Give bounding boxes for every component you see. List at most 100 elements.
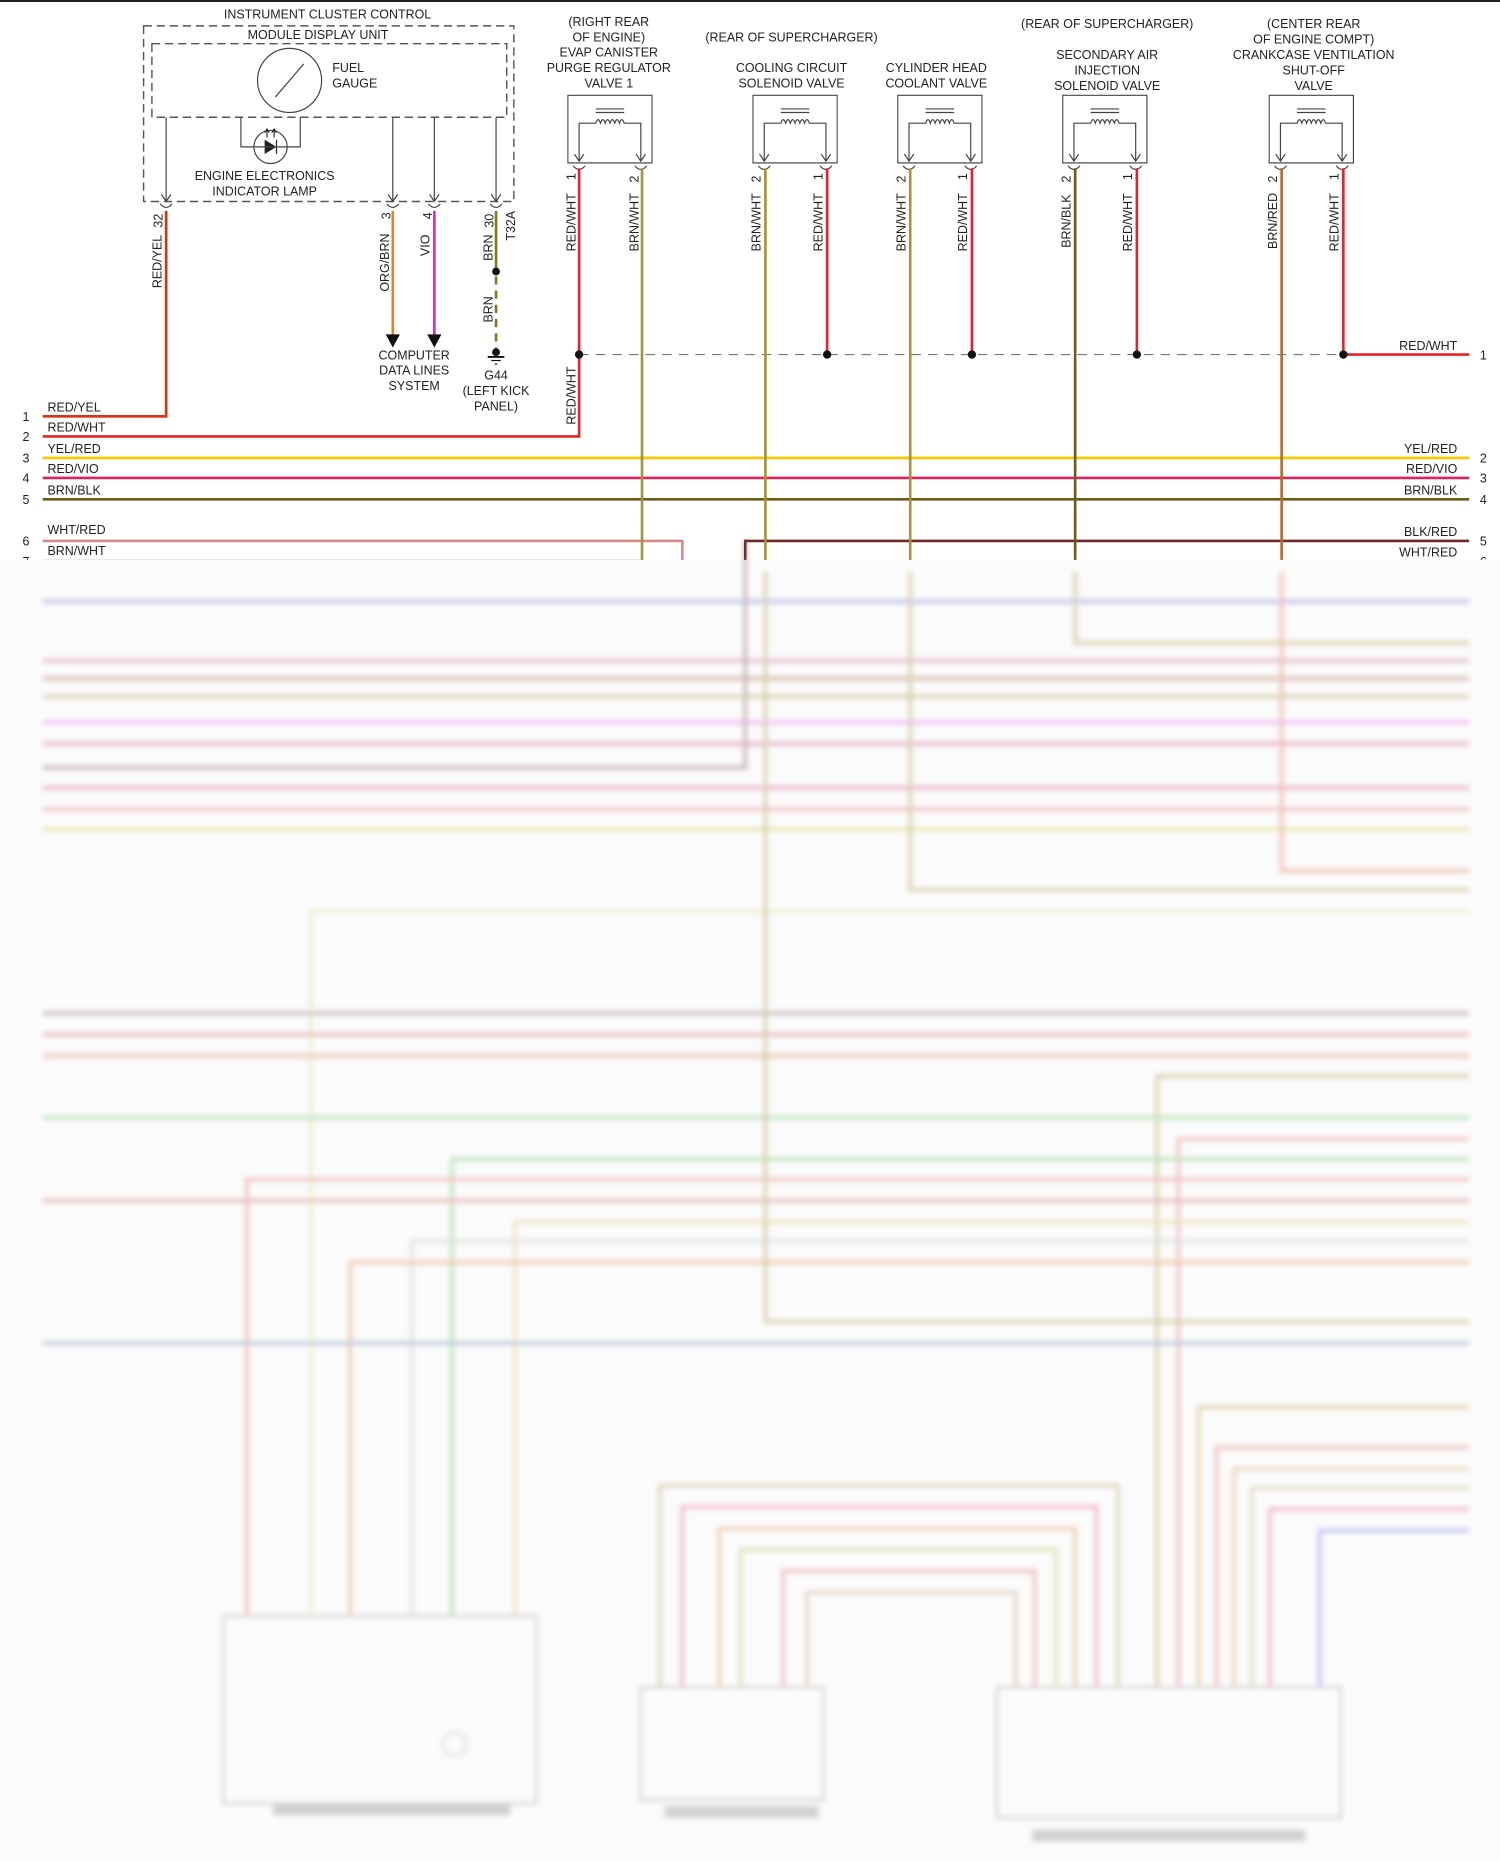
pin-number: 4: [23, 472, 30, 486]
left-connector: RED/YEL RED/WHT YEL/RED RED/VIO BRN/BLK …: [23, 401, 106, 569]
obscured-wiring: [42, 540, 1470, 1842]
wire-label: RED/WHT: [956, 193, 970, 251]
valve-location: (REAR OF SUPERCHARGER): [705, 30, 877, 44]
wire-label: RED/YEL: [150, 235, 164, 288]
crankcase-ventilation-valve: (CENTER REAR OF ENGINE COMPT) CRANKCASE …: [1233, 17, 1395, 251]
wire-label: WHT/RED: [1399, 545, 1457, 559]
wire-label: BRN/BLK: [1059, 194, 1073, 248]
wire-red-yel: [42, 210, 168, 418]
pin-number: 1: [23, 410, 30, 424]
wire-label: BRN: [481, 235, 495, 261]
cooling-circuit-valve: (REAR OF SUPERCHARGER) COOLING CIRCUIT S…: [705, 30, 877, 251]
data-lines-label: SYSTEM: [389, 379, 440, 393]
valve-wiring: [42, 168, 1470, 438]
data-lines-label: COMPUTER: [379, 348, 450, 362]
solenoid-valve-icon: [898, 95, 982, 169]
wire-label: BLK/RED: [1404, 525, 1457, 539]
valve-name: SHUT-OFF: [1283, 64, 1346, 78]
wire-label: RED/WHT: [1121, 193, 1135, 251]
valve-name: COOLANT VALVE: [885, 77, 987, 91]
connector-id: T32A: [504, 210, 518, 240]
lamp-label: ENGINE ELECTRONICS: [195, 169, 335, 183]
valve-name: CYLINDER HEAD: [886, 61, 987, 75]
pin-number: 2: [750, 176, 764, 183]
valve-name: SOLENOID VALVE: [1054, 79, 1160, 93]
secondary-air-injection-valve: (REAR OF SUPERCHARGER) SECONDARY AIR INJ…: [1021, 17, 1193, 251]
wire-label: YEL/RED: [1404, 442, 1457, 456]
solenoid-valve-icon: [568, 95, 652, 169]
arrow-icon: [427, 334, 442, 348]
wire-label: RED/YEL: [47, 401, 100, 415]
wire-label: ORG/BRN: [378, 234, 392, 292]
pin-number: 1: [811, 173, 825, 180]
pin-number: 3: [379, 212, 393, 219]
wire-label: BRN/BLK: [47, 484, 101, 498]
wire-brn-wht: [640, 168, 912, 572]
ground-icon: [487, 348, 505, 365]
wire-label: RED/WHT: [565, 366, 579, 424]
valve-location: (REAR OF SUPERCHARGER): [1021, 17, 1193, 31]
module-subtitle: MODULE DISPLAY UNIT: [248, 28, 389, 42]
instrument-cluster-module: INSTRUMENT CLUSTER CONTROL MODULE DISPLA…: [42, 8, 530, 418]
pin-number: 2: [23, 430, 30, 444]
solenoid-valve-icon: [1063, 95, 1147, 169]
valve-name: VALVE: [1295, 79, 1333, 93]
pin-number: 32: [152, 214, 166, 228]
pin-number: 2: [627, 176, 641, 183]
fuel-gauge-icon: [256, 47, 323, 114]
wire-red-wht: [825, 168, 1470, 356]
data-lines-label: DATA LINES: [379, 364, 449, 378]
pin-number: 1: [565, 173, 579, 180]
pin-number: 6: [23, 535, 30, 549]
wire-label: RED/VIO: [1406, 462, 1458, 476]
valve-name: INJECTION: [1074, 64, 1140, 78]
fuel-gauge-label: FUEL: [332, 61, 364, 75]
wire-red-wht: [42, 168, 581, 438]
wire-label: BRN/RED: [1266, 193, 1280, 249]
pin-number: 1: [1328, 173, 1342, 180]
wire-label: BRN/WHT: [750, 193, 764, 251]
arrow-icon: [385, 334, 400, 348]
valve-location: OF ENGINE): [572, 30, 645, 44]
pin-number: 2: [1480, 452, 1487, 466]
ground-label: PANEL): [474, 399, 518, 413]
valve-location: OF ENGINE COMPT): [1253, 33, 1374, 47]
pin-number: 30: [483, 214, 497, 228]
pin-number: 4: [1480, 493, 1487, 507]
valve-name: EVAP CANISTER: [560, 46, 659, 60]
pin-number: 1: [1480, 348, 1487, 362]
valve-name: COOLING CIRCUIT: [736, 61, 848, 75]
ground-label: G44: [484, 368, 508, 382]
pin-number: 1: [1121, 173, 1135, 180]
pin-number: 5: [23, 493, 30, 507]
pin-number: 3: [23, 452, 30, 466]
wire-label: RED/WHT: [1399, 339, 1457, 353]
lamp-label: INDICATOR LAMP: [212, 185, 317, 199]
obscured-region: [0, 559, 1500, 1861]
solenoid-valve-icon: [1269, 95, 1353, 169]
pin-number: 2: [894, 176, 908, 183]
evap-purge-valve: (RIGHT REAR OF ENGINE) EVAP CANISTER PUR…: [547, 15, 671, 425]
pin-number: 3: [1480, 472, 1487, 486]
valve-location: (CENTER REAR: [1267, 17, 1360, 31]
indicator-lamp-icon: [240, 117, 301, 165]
wire-label: RED/WHT: [47, 421, 105, 435]
module-title: INSTRUMENT CLUSTER CONTROL: [224, 8, 431, 22]
wire-label: RED/VIO: [47, 462, 99, 476]
wire-label: BRN/WHT: [627, 193, 641, 251]
wire-label: YEL/RED: [47, 442, 100, 456]
pin-number: 5: [1480, 535, 1487, 549]
wire-label: BRN: [481, 296, 495, 322]
wire-label: RED/WHT: [1328, 193, 1342, 251]
wire-label: RED/WHT: [811, 193, 825, 251]
module-outline: [142, 25, 515, 203]
wire-label: VIO: [419, 234, 433, 256]
valve-name: SOLENOID VALVE: [738, 77, 844, 91]
valve-name: PURGE REGULATOR: [547, 61, 671, 75]
wire-label: RED/WHT: [565, 193, 579, 251]
valve-location: (RIGHT REAR: [568, 15, 649, 29]
wire-label: BRN/BLK: [1404, 484, 1458, 498]
pin-number: 4: [421, 212, 435, 219]
